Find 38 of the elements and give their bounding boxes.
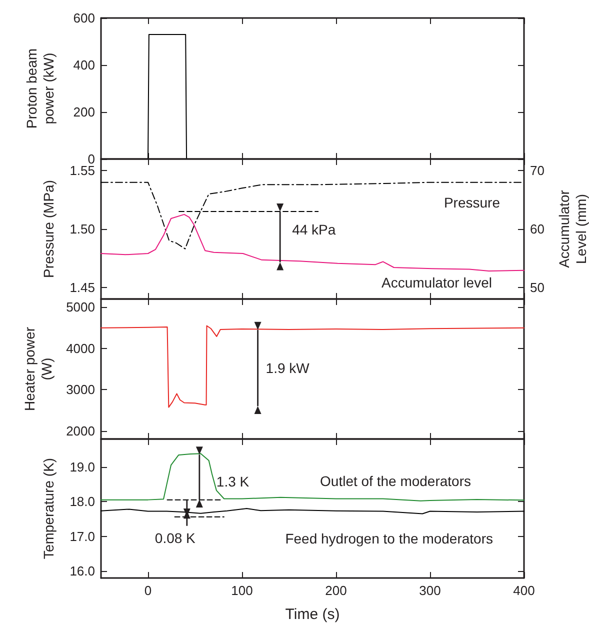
y2-tick-label: 70 xyxy=(530,163,544,178)
y-tick-label: 2000 xyxy=(66,423,95,438)
series-label: Pressure xyxy=(444,194,500,210)
y-tick-label: 18.0 xyxy=(70,494,95,510)
annotation: 44 kPa xyxy=(292,222,336,238)
x-axis-title: Time (s) xyxy=(285,606,340,623)
y-tick-label: 200 xyxy=(73,104,95,120)
x-tick-label: 0 xyxy=(144,583,152,598)
line-series xyxy=(100,182,524,250)
y-tick-label: 5000 xyxy=(66,300,95,315)
annotation: 1.9 kW xyxy=(266,360,310,376)
annotation: 0.08 K xyxy=(154,530,196,546)
series-label: Feed hydrogen to the moderators xyxy=(285,530,493,546)
y-tick-label: 16.0 xyxy=(70,564,95,579)
y-axis-title: Heater power (W) xyxy=(22,326,55,412)
y2-tick-label: 50 xyxy=(530,280,544,295)
line-series xyxy=(100,214,524,272)
y-tick-label: 3000 xyxy=(66,382,95,398)
y-axis-title: Temperature (K) xyxy=(40,458,56,560)
annotation: 1.3 K xyxy=(216,474,250,490)
series-label: Outlet of the moderators xyxy=(320,473,471,490)
y-tick-label: 4000 xyxy=(66,340,95,356)
y2-axis-title: Accumulator Level (mm) xyxy=(556,190,589,268)
y2-tick-label: 60 xyxy=(530,222,544,236)
x-tick-label: 200 xyxy=(325,583,347,598)
y-tick-label: 400 xyxy=(73,58,95,72)
x-tick-label: 300 xyxy=(419,583,441,598)
y-axis-title: Proton beam power (kW) xyxy=(24,48,56,129)
y-tick-label: 19.0 xyxy=(70,459,95,474)
y-axis-title: Pressure (MPa) xyxy=(40,180,56,278)
line-series xyxy=(100,325,524,408)
series-label: Accumulator level xyxy=(382,274,492,290)
x-tick-label: 100 xyxy=(231,583,253,598)
y-tick-label: 1.50 xyxy=(70,222,95,236)
y-tick-label: 1.45 xyxy=(70,280,95,295)
y-tick-label: 17.0 xyxy=(70,528,95,544)
x-tick-label: 400 xyxy=(513,583,535,598)
y-tick-label: 600 xyxy=(73,10,95,26)
